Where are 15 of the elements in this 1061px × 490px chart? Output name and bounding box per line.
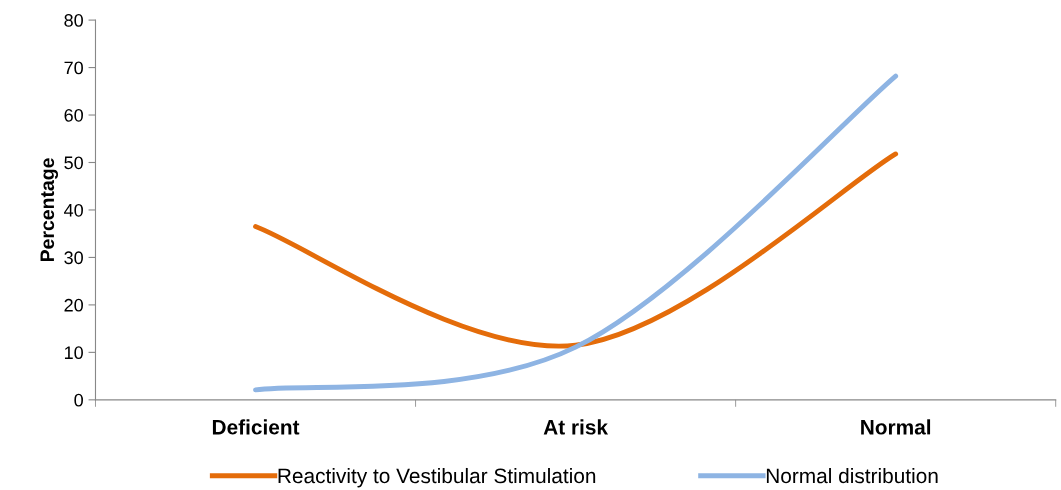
y-axis-title: Percentage xyxy=(40,158,59,262)
x-tick-label: Normal xyxy=(861,419,931,435)
y-tick-label: 60 xyxy=(64,108,83,122)
y-tick-label: 50 xyxy=(64,156,83,170)
y-tick-label: 20 xyxy=(64,298,83,312)
y-tick-label: 0 xyxy=(74,393,83,407)
y-tick-label: 80 xyxy=(64,14,83,27)
y-tick-label: 30 xyxy=(64,251,83,265)
legend-label: Reactivity to Vestibular Stimulation xyxy=(278,467,596,488)
y-tick-label: 70 xyxy=(64,61,83,75)
y-tick-label: 40 xyxy=(64,203,83,217)
y-tick-label: 10 xyxy=(64,346,83,360)
x-tick-label: Deficient xyxy=(212,419,300,435)
legend-label: Normal distribution xyxy=(766,467,938,484)
x-tick-label: At risk xyxy=(543,419,609,435)
